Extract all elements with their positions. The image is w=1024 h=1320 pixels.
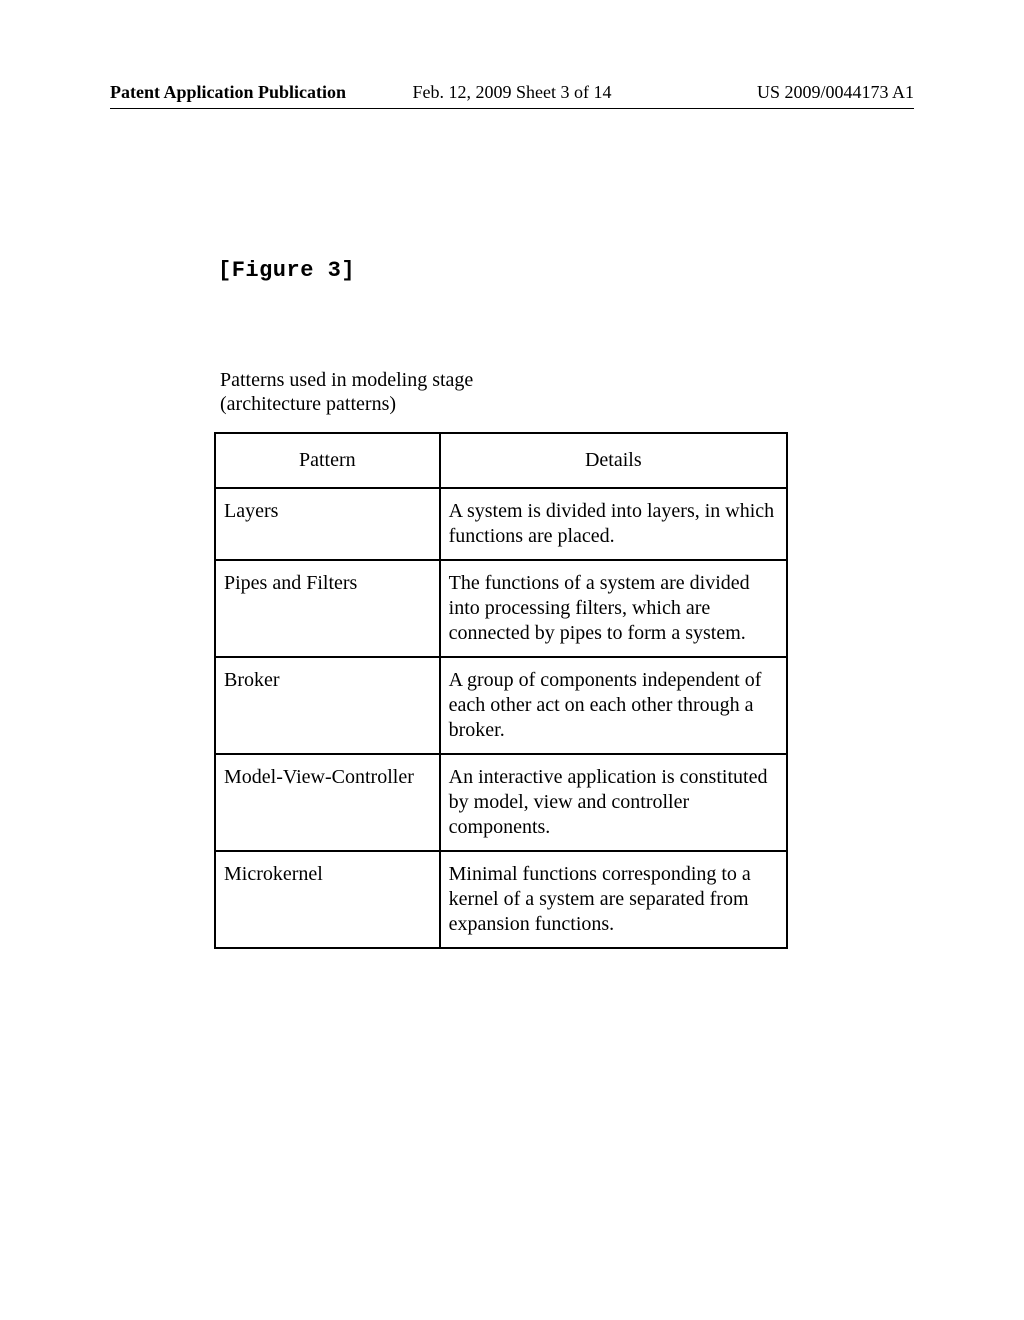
caption-line-2: (architecture patterns) [220,393,396,415]
page: Patent Application Publication Feb. 12, … [0,0,1024,1320]
column-header-pattern: Pattern [215,433,440,488]
cell-details: A system is divided into layers, in whic… [440,488,787,560]
cell-pattern: Broker [215,657,440,754]
cell-pattern: Model-View-Controller [215,754,440,851]
cell-details: A group of components independent of eac… [440,657,787,754]
table-row: Layers A system is divided into layers, … [215,488,787,560]
cell-details: The functions of a system are divided in… [440,560,787,657]
header-patent-number: US 2009/0044173 A1 [757,82,914,103]
page-header: Patent Application Publication Feb. 12, … [110,82,914,103]
cell-pattern: Microkernel [215,851,440,948]
header-publication: Patent Application Publication [110,82,346,103]
header-date-sheet: Feb. 12, 2009 Sheet 3 of 14 [413,82,612,103]
patterns-table: Pattern Details Layers A system is divid… [214,432,788,949]
table-row: Pipes and Filters The functions of a sys… [215,560,787,657]
cell-pattern: Pipes and Filters [215,560,440,657]
caption-line-1: Patterns used in modeling stage [220,369,473,391]
cell-pattern: Layers [215,488,440,560]
figure-label: [Figure 3] [218,258,355,283]
table-header-row: Pattern Details [215,433,787,488]
table-row: Microkernel Minimal functions correspond… [215,851,787,948]
cell-details: An interactive application is constitute… [440,754,787,851]
table-caption: Patterns used in modeling stage (archite… [220,368,473,416]
cell-details: Minimal functions corresponding to a ker… [440,851,787,948]
table-row: Model-View-Controller An interactive app… [215,754,787,851]
header-rule [110,108,914,109]
column-header-details: Details [440,433,787,488]
table-row: Broker A group of components independent… [215,657,787,754]
